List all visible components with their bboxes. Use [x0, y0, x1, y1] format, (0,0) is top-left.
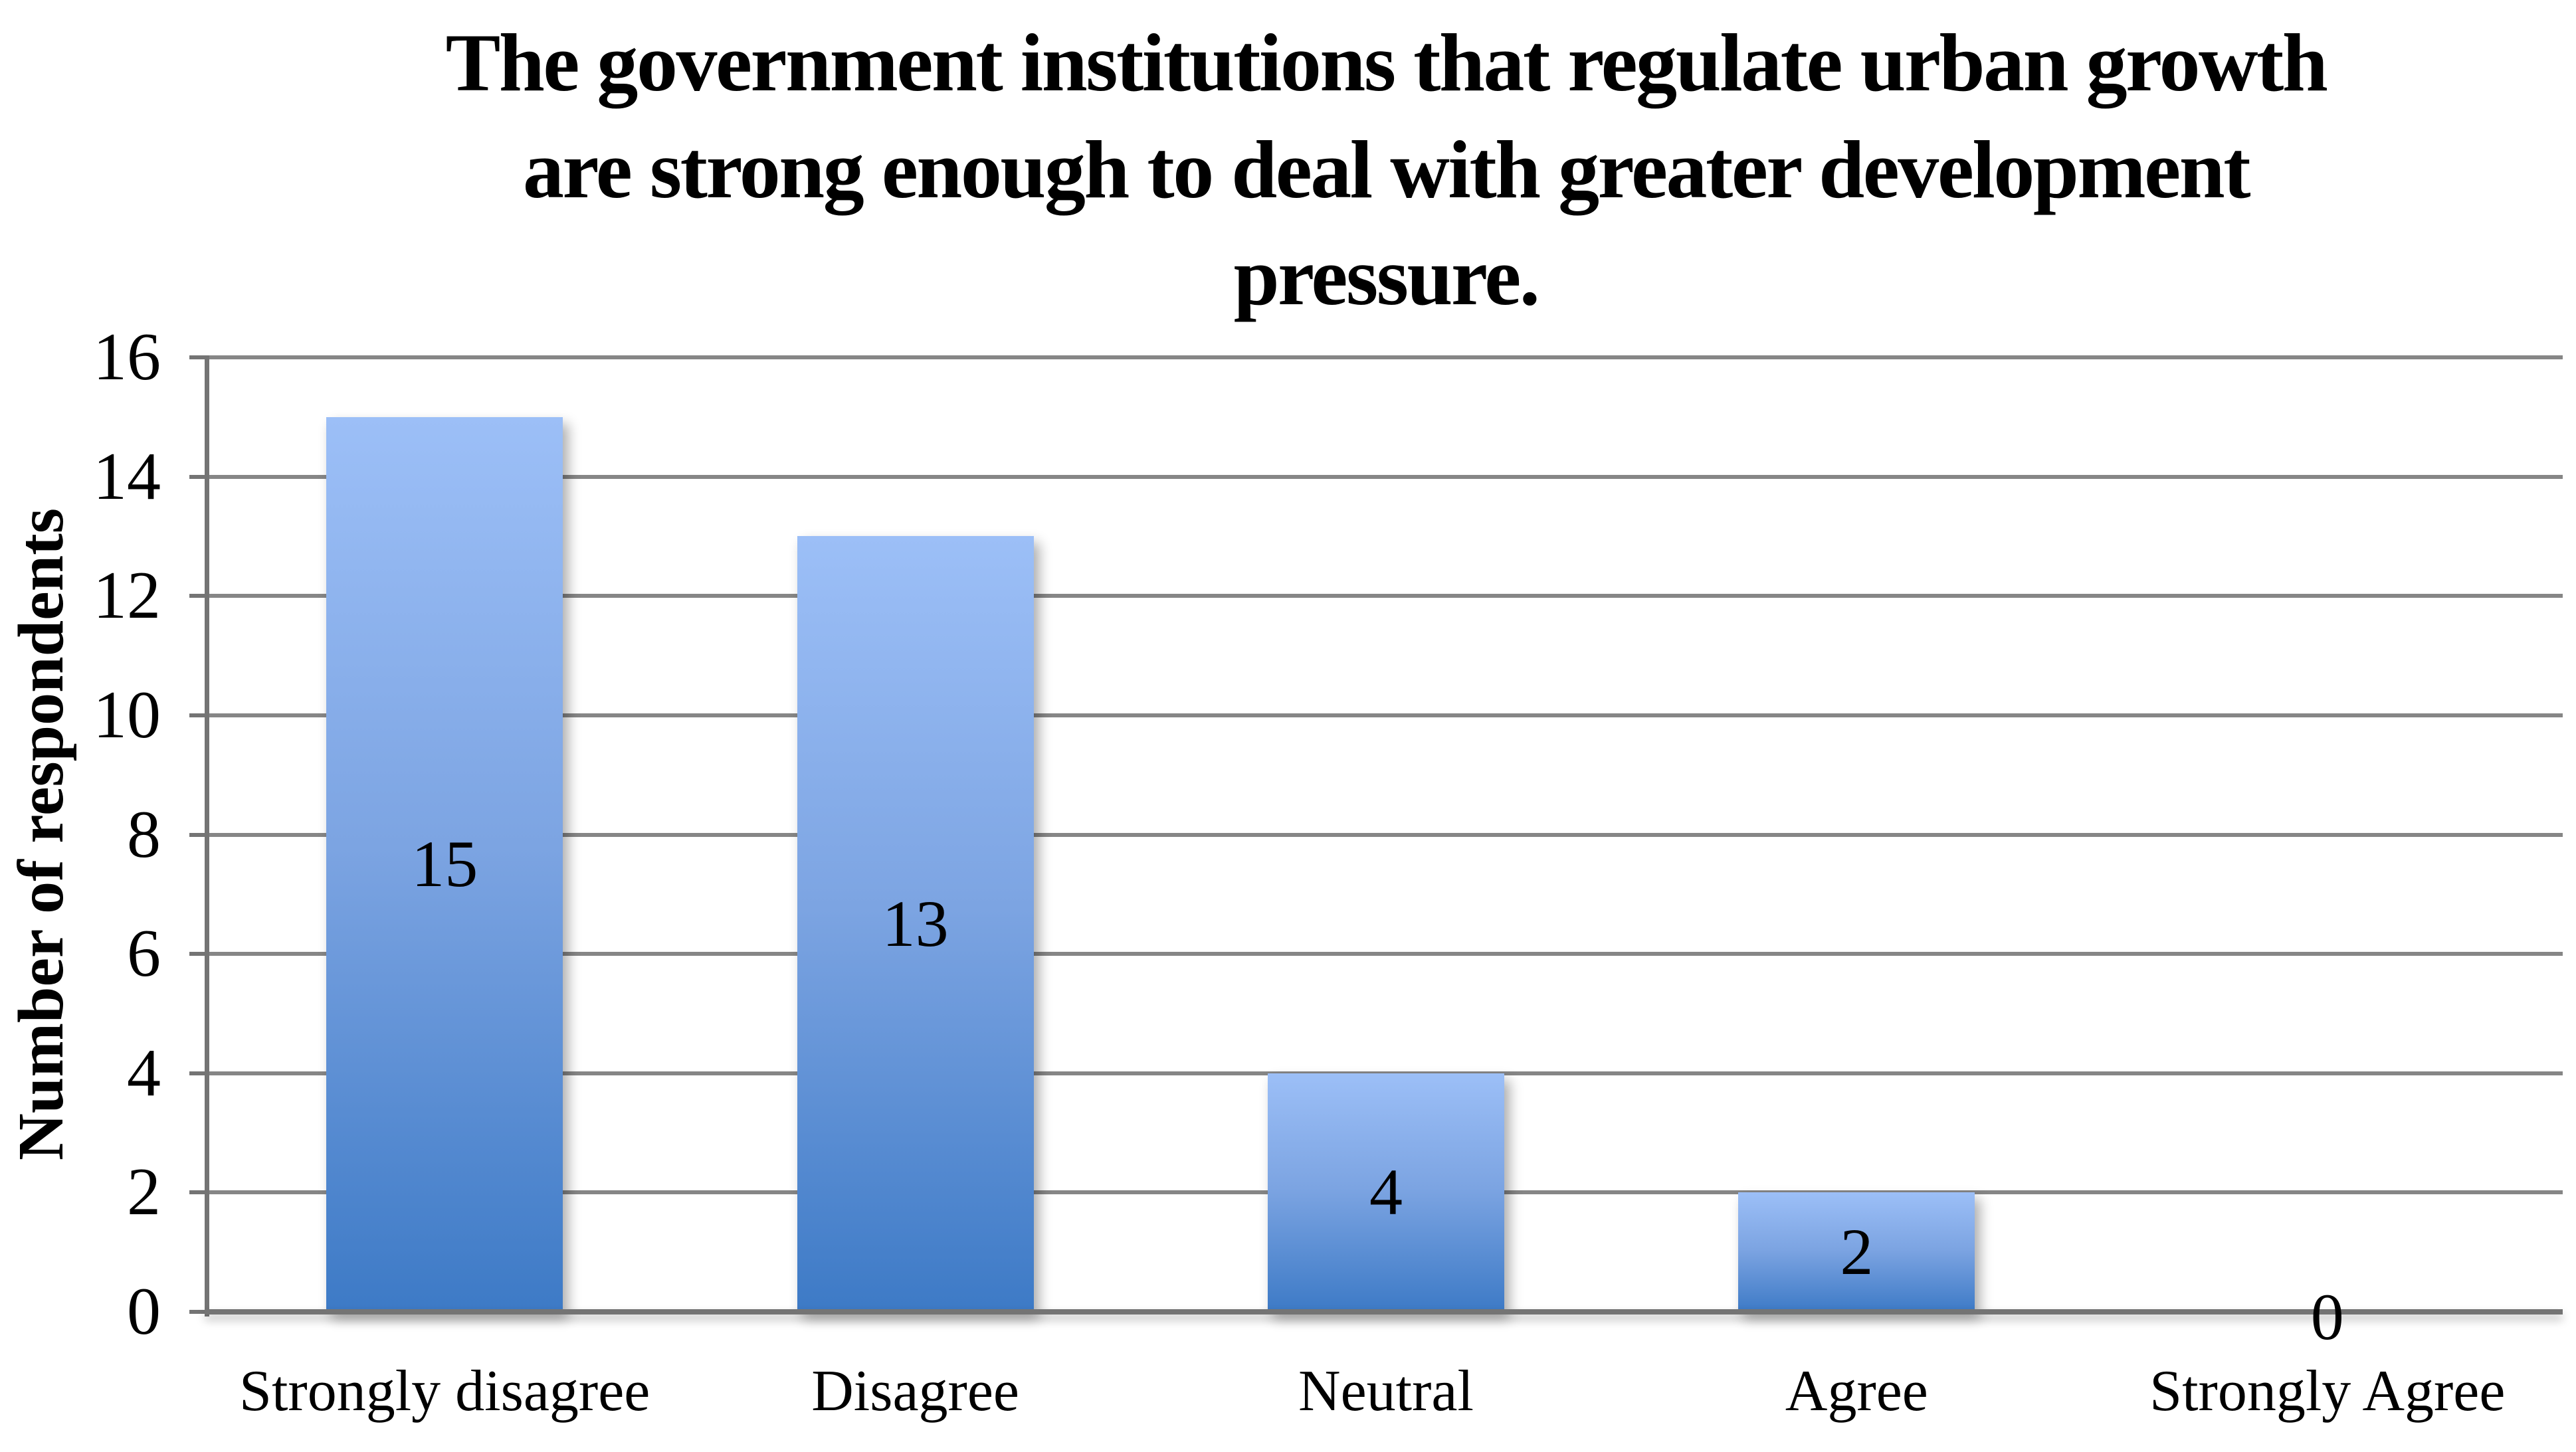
- bar: [1268, 1073, 1504, 1312]
- x-category-label: Disagree: [811, 1359, 1019, 1423]
- bar-value-label: 4: [1369, 1155, 1403, 1229]
- bar-value-label: 0: [2310, 1280, 2344, 1354]
- gridline: [209, 594, 2563, 598]
- y-tick-label: 10: [93, 677, 161, 753]
- y-axis-tick: [189, 1190, 209, 1195]
- y-axis-tick: [189, 713, 209, 717]
- bar: [797, 536, 1034, 1312]
- y-tick-label: 2: [127, 1154, 161, 1230]
- bar-value-label: 13: [882, 887, 949, 961]
- chart-title-line-1: The government institutions that regulat…: [445, 17, 2328, 108]
- x-category-label: Strongly Agree: [2149, 1359, 2506, 1423]
- y-axis-tick: [189, 594, 209, 598]
- y-tick-label: 16: [93, 319, 161, 395]
- gridline: [209, 952, 2563, 956]
- gridline: [209, 474, 2563, 479]
- y-axis-tick: [189, 474, 209, 479]
- chart-title-line-2: are strong enough to deal with greater d…: [522, 124, 2251, 215]
- y-tick-label: 12: [93, 558, 161, 634]
- y-axis-line: [205, 355, 209, 1316]
- x-category-label: Neutral: [1298, 1359, 1474, 1423]
- y-axis-tick: [189, 832, 209, 837]
- y-tick-label: 0: [127, 1274, 161, 1349]
- x-category-label: Agree: [1785, 1359, 1928, 1423]
- bar-value-label: 2: [1840, 1215, 1874, 1289]
- y-axis-tick: [189, 1310, 209, 1314]
- bar: [1738, 1192, 1975, 1312]
- chart-title-line-3: pressure.: [1233, 231, 1540, 322]
- chart-title: The government institutions that regulat…: [209, 9, 2563, 330]
- bar: [326, 416, 563, 1312]
- y-tick-label: 4: [127, 1035, 161, 1111]
- gridline: [209, 713, 2563, 717]
- y-axis-tick: [189, 952, 209, 956]
- gridline: [209, 832, 2563, 837]
- y-tick-label: 8: [127, 796, 161, 872]
- gridline: [209, 355, 2563, 359]
- x-category-label: Strongly disagree: [239, 1359, 650, 1423]
- y-axis-tick: [189, 1071, 209, 1075]
- x-axis-line: [205, 1309, 2563, 1315]
- bar-value-label: 15: [411, 827, 478, 901]
- y-axis-tick: [189, 355, 209, 359]
- y-tick-label: 6: [127, 916, 161, 992]
- y-tick-label: 14: [93, 438, 161, 514]
